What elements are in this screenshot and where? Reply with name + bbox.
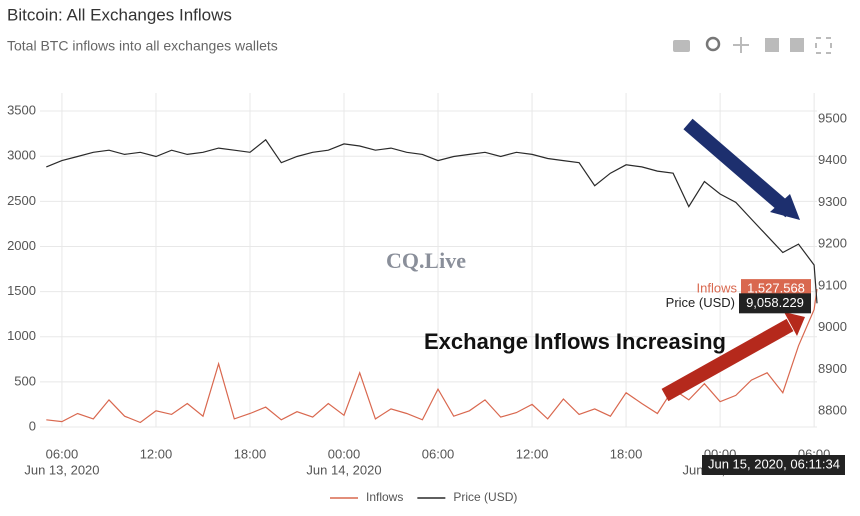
series-line bbox=[46, 289, 818, 424]
y-tick-label: 2000 bbox=[7, 238, 36, 253]
hover-time-box bbox=[702, 455, 845, 475]
x-tick-label: 12:00 bbox=[516, 446, 549, 461]
arrow-head bbox=[784, 312, 805, 336]
hover-value: 9,058.229 bbox=[746, 295, 804, 310]
x-tick-label: 18:00 bbox=[610, 446, 643, 461]
autoscale-icon[interactable] bbox=[815, 37, 832, 54]
x-tick-date: Jun 13, 2020 bbox=[24, 462, 99, 477]
watermark: CQ.Live bbox=[386, 248, 466, 273]
y-tick-label: 1500 bbox=[7, 283, 36, 298]
hover-time: Jun 15, 2020, 06:11:34 bbox=[708, 456, 840, 471]
y-tick-label: 500 bbox=[14, 373, 36, 388]
y2-tick-label: 9100 bbox=[818, 277, 847, 292]
y2-tick-label: 9000 bbox=[818, 319, 847, 334]
hover-box bbox=[739, 293, 811, 314]
x-tick-label: 18:00 bbox=[234, 446, 267, 461]
y-tick-label: 3500 bbox=[7, 102, 36, 117]
series-line bbox=[46, 138, 818, 304]
arrow-up bbox=[661, 318, 794, 402]
hover-value: 1,527.568 bbox=[747, 281, 805, 296]
hover-name: Inflows bbox=[697, 281, 738, 296]
hover-name: Price (USD) bbox=[666, 295, 735, 310]
y-tick-label: 0 bbox=[29, 418, 36, 433]
y2-tick-label: 9200 bbox=[818, 236, 847, 251]
y2-tick-label: 9500 bbox=[818, 110, 847, 125]
x-tick-label: 06:00 bbox=[46, 446, 79, 461]
x-tick-label: 12:00 bbox=[140, 446, 173, 461]
chart-title: Bitcoin: All Exchanges Inflows bbox=[7, 5, 232, 24]
y2-tick-label: 9400 bbox=[818, 152, 847, 167]
y2-tick-label: 9300 bbox=[818, 194, 847, 209]
zoom-icon[interactable] bbox=[705, 36, 721, 52]
y2-tick-label: 8900 bbox=[818, 361, 847, 376]
toolbar bbox=[673, 36, 832, 54]
camera-icon[interactable] bbox=[673, 40, 690, 52]
y2-tick-label: 8800 bbox=[818, 403, 847, 418]
y-tick-label: 3000 bbox=[7, 148, 36, 163]
x-tick-label: 00:00 bbox=[328, 446, 361, 461]
legend-label: Inflows bbox=[366, 490, 403, 504]
annotation: Exchange Inflows Increasing bbox=[424, 329, 726, 354]
legend-label: Price (USD) bbox=[453, 490, 517, 504]
arrow-down bbox=[683, 118, 795, 218]
zoom-out-icon[interactable] bbox=[790, 38, 804, 52]
pan-icon[interactable] bbox=[733, 37, 749, 53]
zoom-in-icon[interactable] bbox=[765, 38, 779, 52]
x-tick-label: 06:00 bbox=[422, 446, 455, 461]
x-tick-date: Jun 14, 2020 bbox=[306, 462, 381, 477]
arrow-head bbox=[770, 194, 800, 220]
y-tick-label: 1000 bbox=[7, 328, 36, 343]
y-tick-label: 2500 bbox=[7, 193, 36, 208]
chart-subtitle: Total BTC inflows into all exchanges wal… bbox=[7, 38, 278, 54]
